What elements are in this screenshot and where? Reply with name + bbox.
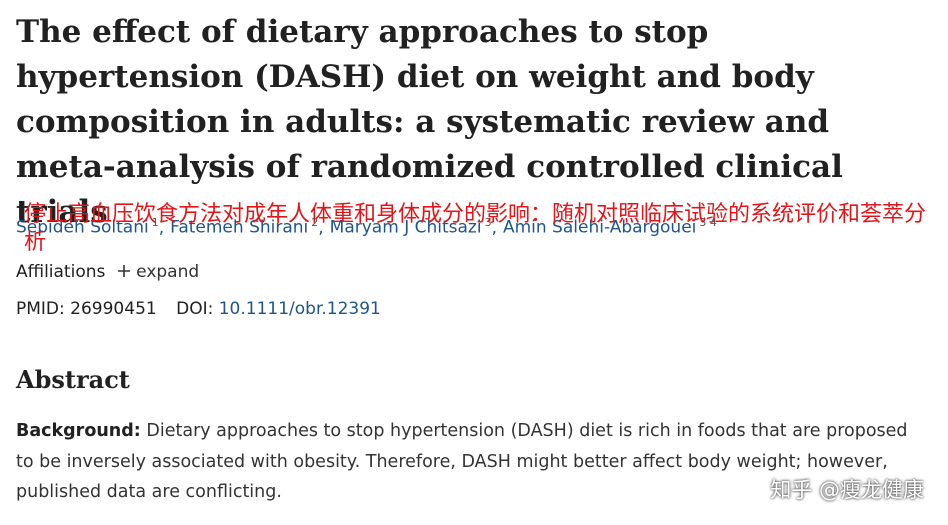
identifiers: PMID: 26990451 DOI: 10.1111/obr.12391 — [16, 299, 381, 319]
author-refs: 3 — [484, 216, 492, 229]
author-refs: 1 — [151, 216, 159, 229]
pmid: 26990451 — [70, 299, 157, 319]
background-paragraph: Background: Dietary approaches to stop h… — [16, 416, 921, 508]
plus-icon — [117, 265, 130, 277]
translation-overlay: 停止高血压饮食方法对成年人体重和身体成分的影响：随机对照临床试验的系统评价和荟萃… — [24, 202, 927, 255]
doi-link[interactable]: 10.1111/obr.12391 — [218, 299, 381, 319]
background-label: Background: — [16, 421, 141, 441]
author-name[interactable]: Maryam J Chitsazi — [329, 217, 482, 238]
author-refs: 2 — [311, 216, 319, 229]
background-text: Dietary approaches to stop hypertension … — [16, 421, 908, 502]
author-name[interactable]: Amin Salehi-Abargouei — [502, 217, 697, 238]
abstract-heading: Abstract — [16, 365, 130, 394]
watermark: 知乎 @瘦龙健康 — [770, 478, 924, 502]
affiliations-label: Affiliations — [16, 262, 106, 282]
author-list: Sepideh Soltani 1, Fatemeh Shirani 2, Maryam… — [16, 216, 936, 238]
expand-label[interactable]: expand — [136, 262, 200, 282]
expand-button[interactable]: expand — [117, 262, 199, 282]
affiliations-row: Affiliations expand — [16, 262, 199, 282]
author-separator: , — [491, 217, 497, 238]
author-separator: , — [158, 217, 165, 238]
author-refs: 3 4 — [699, 216, 717, 229]
pmid-label: PMID: — [16, 299, 65, 319]
author-name[interactable]: Sepideh Soltani — [16, 217, 149, 238]
author-separator: , — [318, 217, 324, 238]
author-name[interactable]: Fatemeh Shirani — [170, 217, 309, 238]
article-title: The effect of dietary approaches to stop… — [16, 14, 843, 230]
doi-label: DOI: — [176, 299, 214, 319]
